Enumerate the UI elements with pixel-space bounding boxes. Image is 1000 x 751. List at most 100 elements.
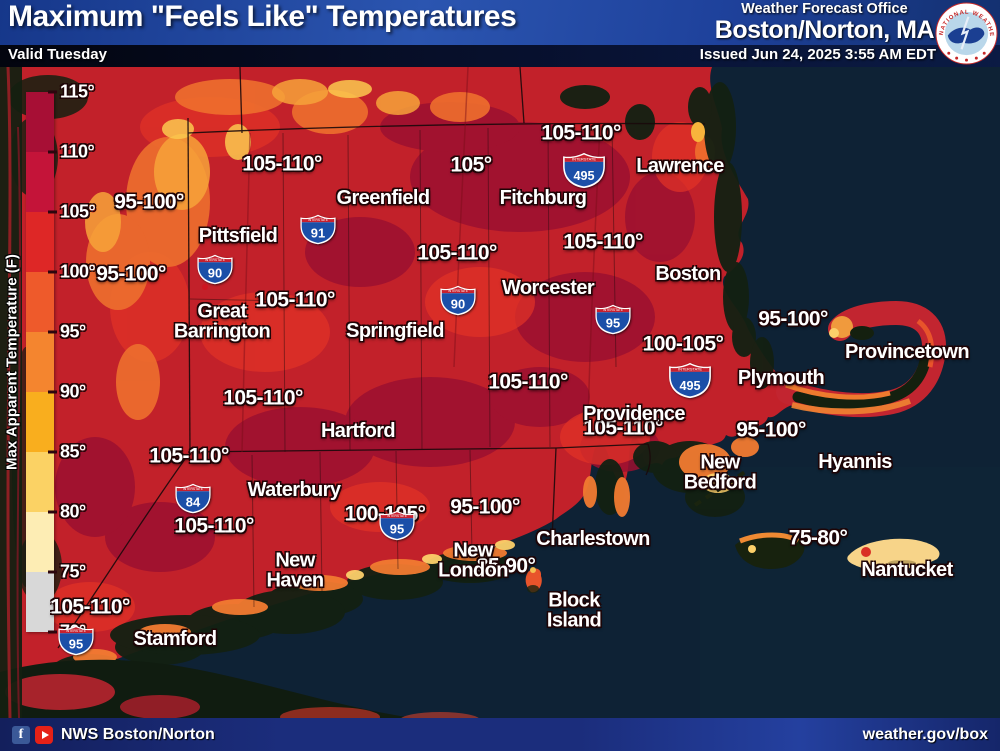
legend-color-bar (26, 92, 54, 632)
legend-tick-dash (48, 150, 57, 154)
legend-tick-label: 115° (60, 81, 95, 102)
legend-segment-8 (26, 572, 54, 632)
city-label-greenfield: Greenfield (336, 186, 431, 209)
temperature-range-label: 105-110° (417, 241, 497, 265)
map-label-layer: 105-110° 105-110° 105° 95-100° 105-110° 95-10… (0, 67, 1000, 718)
svg-text:INTERSTATE: INTERSTATE (572, 157, 596, 162)
temperature-range-label: 105-110° (50, 595, 130, 619)
temperature-range-label: 105-110° (541, 121, 621, 145)
city-label-waterbury: Waterbury (247, 478, 341, 501)
temperature-range-label: 105-110° (583, 416, 663, 440)
interstate-495-shield: INTERSTATE 495 (668, 362, 712, 404)
legend-segment-5 (26, 392, 54, 452)
temperature-range-label: 85-90° (476, 554, 536, 578)
temperature-range-label: 105-110° (223, 386, 303, 410)
page-title: Maximum "Feels Like" Temperatures (8, 0, 517, 33)
city-label-springfield: Springfield (346, 319, 444, 342)
city-label-plymouth: Plymouth (737, 366, 825, 389)
interstate-84-shield: INTERSTATE 84 (175, 483, 212, 519)
office-location: Boston/Norton, MA (714, 16, 935, 45)
svg-text:91: 91 (311, 225, 325, 240)
temperature-range-label: 105-110° (174, 514, 254, 538)
svg-text:INTERSTATE: INTERSTATE (66, 629, 87, 633)
city-label-hartford: Hartford (320, 419, 396, 442)
temperature-range-label: 95-100° (450, 495, 520, 519)
temperature-range-label: 105-110° (488, 370, 568, 394)
temperature-range-label: 95-100° (114, 190, 184, 214)
interstate-90-shield: INTERSTATE 90 (440, 285, 477, 321)
legend-tick-dash (48, 210, 57, 214)
city-label-pittsfield: Pittsfield (198, 224, 278, 247)
city-label-block-island: Block Island (546, 589, 602, 632)
legend-segment-1 (26, 152, 54, 212)
legend-segment-6 (26, 452, 54, 512)
city-label-new-haven: New Haven (266, 549, 324, 592)
temperature-range-label: 95-100° (736, 418, 806, 442)
map-art (0, 67, 1000, 718)
svg-text:INTERSTATE: INTERSTATE (387, 514, 408, 518)
footer-bar: f NWS Boston/Norton weather.gov/box (0, 718, 1000, 751)
svg-text:495: 495 (573, 169, 594, 183)
temperature-range-label: 95-100° (758, 307, 828, 331)
legend-segment-4 (26, 332, 54, 392)
svg-text:90: 90 (451, 296, 465, 311)
legend-tick-label: 75° (60, 561, 86, 582)
facebook-icon: f (12, 725, 30, 744)
legend-segment-3 (26, 272, 54, 332)
legend-tick-dash (48, 630, 57, 634)
temperature-range-label: 105-110° (242, 152, 322, 176)
legend-tick-dash (48, 270, 57, 274)
svg-text:84: 84 (186, 494, 201, 509)
svg-text:95: 95 (606, 315, 620, 330)
interstate-91-shield: INTERSTATE 91 (300, 214, 337, 250)
legend-tick-label: 110° (60, 141, 95, 162)
temperature-range-label: 105-110° (255, 288, 335, 312)
valid-label: Valid Tuesday (8, 46, 107, 63)
temperature-range-label: 100-105° (642, 332, 724, 356)
legend-tick-label: 85° (60, 441, 86, 462)
city-label-boston: Boston (655, 262, 721, 285)
legend-segment-0 (26, 92, 54, 152)
city-label-providence: Providence (583, 402, 685, 425)
legend-tick-label: 100° (60, 261, 96, 282)
legend-tick-dash (48, 510, 57, 514)
footer-url: weather.gov/box (862, 725, 988, 743)
legend-tick-dash (48, 90, 57, 94)
svg-text:INTERSTATE: INTERSTATE (205, 258, 226, 262)
interstate-95-shield: INTERSTATE 95 (595, 304, 632, 340)
legend-segment-2 (26, 212, 54, 272)
svg-text:INTERSTATE: INTERSTATE (308, 218, 329, 222)
svg-text:INTERSTATE: INTERSTATE (448, 289, 469, 293)
city-label-new-bedford: New Bedford (683, 451, 757, 494)
city-label-new-london: New London (438, 539, 508, 582)
svg-text:95: 95 (69, 636, 83, 651)
city-label-stamford: Stamford (133, 627, 218, 650)
interstate-95-shield: INTERSTATE 95 (379, 510, 416, 546)
legend-tick-label: 90° (60, 381, 86, 402)
legend-tick-dash (48, 390, 57, 394)
city-label-nantucket: Nantucket (861, 558, 953, 581)
office-name: Weather Forecast Office (741, 1, 908, 17)
legend-tick-label: 80° (60, 501, 86, 522)
interstate-95-shield: INTERSTATE 95 (58, 625, 95, 661)
forecast-map: 115°110°105°100°95°90°85°80°75°70° Max A… (0, 67, 1000, 718)
legend-tick-dash (48, 330, 57, 334)
valid-strip (0, 45, 1000, 67)
temperature-range-label: 105° (450, 153, 492, 177)
temperature-range-label: 105-110° (149, 444, 229, 468)
issued-timestamp: Issued Jun 24, 2025 3:55 AM EDT (699, 46, 936, 63)
legend-segment-7 (26, 512, 54, 572)
svg-text:INTERSTATE: INTERSTATE (183, 487, 204, 491)
svg-text:495: 495 (679, 379, 700, 393)
temperature-range-label: 105-110° (563, 230, 643, 254)
city-label-hyannis: Hyannis (818, 450, 892, 473)
interstate-495-shield: INTERSTATE 495 (562, 152, 606, 194)
city-label-great-barrington: Great Barrington (173, 300, 271, 343)
temperature-range-label: 75-80° (788, 526, 848, 550)
city-label-lawrence: Lawrence (636, 154, 724, 177)
youtube-icon (35, 725, 53, 744)
city-label-worcester: Worcester (501, 276, 595, 299)
interstate-90-shield: INTERSTATE 90 (197, 254, 234, 290)
legend-tick-dash (48, 570, 57, 574)
